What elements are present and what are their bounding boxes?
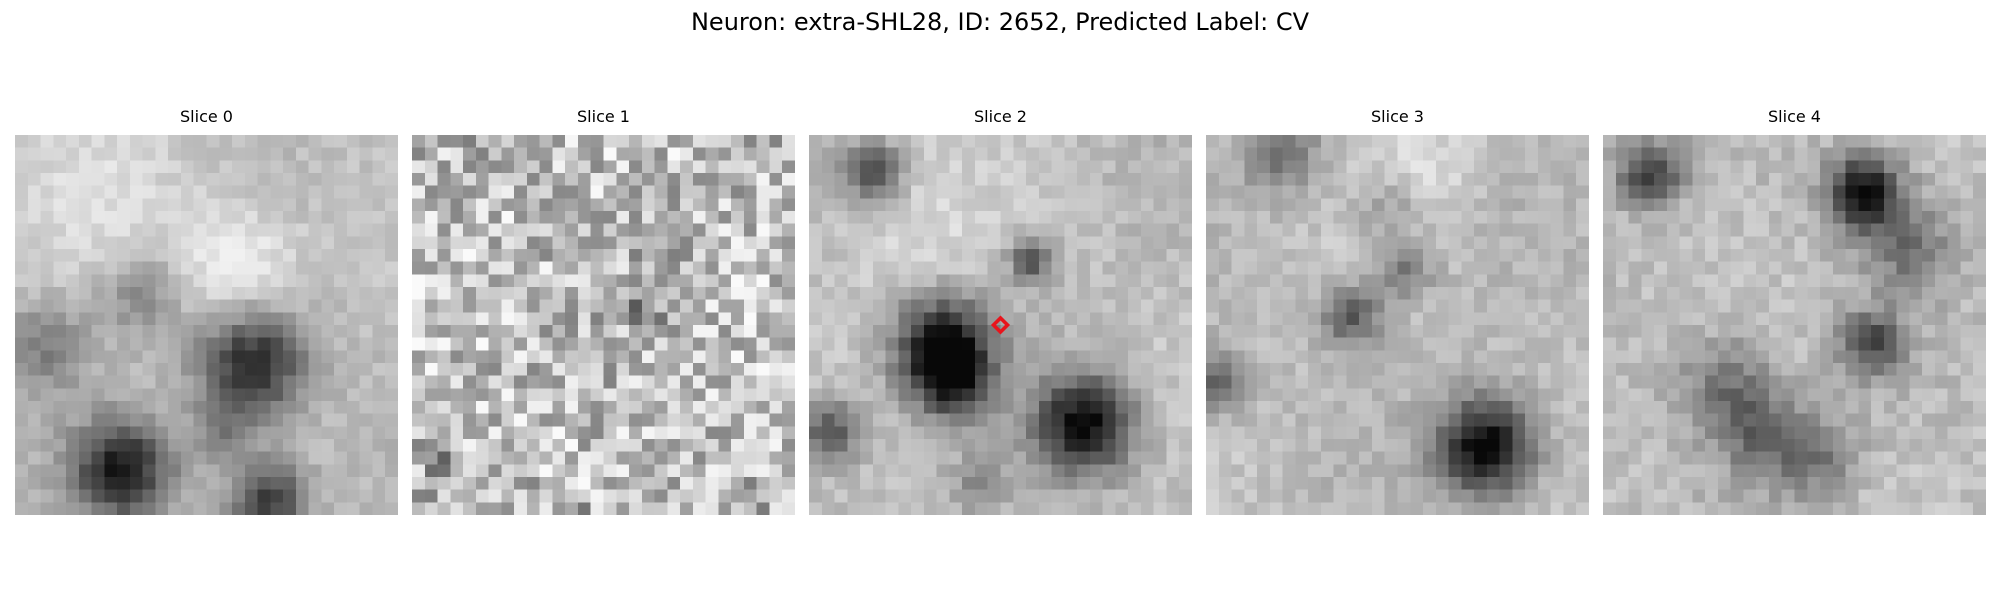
center-marker [990, 315, 1011, 335]
slice-pixel-grid [1603, 135, 1986, 515]
slice-pixel-grid [1206, 135, 1589, 515]
slice-pixel-grid [15, 135, 398, 515]
slice-pixel-grid [809, 135, 1192, 515]
slice-panel-2: Slice 2 [809, 105, 1192, 515]
slice-panel-1: Slice 1 [412, 105, 795, 515]
slice-pixel-grid [412, 135, 795, 515]
slice-panel-0: Slice 0 [15, 105, 398, 515]
slice-image [15, 135, 398, 515]
slice-image [1603, 135, 1986, 515]
slice-title: Slice 0 [180, 107, 233, 126]
slice-panel-3: Slice 3 [1206, 105, 1589, 515]
slice-title: Slice 2 [974, 107, 1027, 126]
slice-image [1206, 135, 1589, 515]
slice-title: Slice 1 [577, 107, 630, 126]
slice-title: Slice 3 [1371, 107, 1424, 126]
slice-title: Slice 4 [1768, 107, 1821, 126]
slice-image [412, 135, 795, 515]
slice-image [809, 135, 1192, 515]
figure-title: Neuron: extra-SHL28, ID: 2652, Predicted… [690, 8, 1310, 36]
slice-panel-4: Slice 4 [1603, 105, 1986, 515]
